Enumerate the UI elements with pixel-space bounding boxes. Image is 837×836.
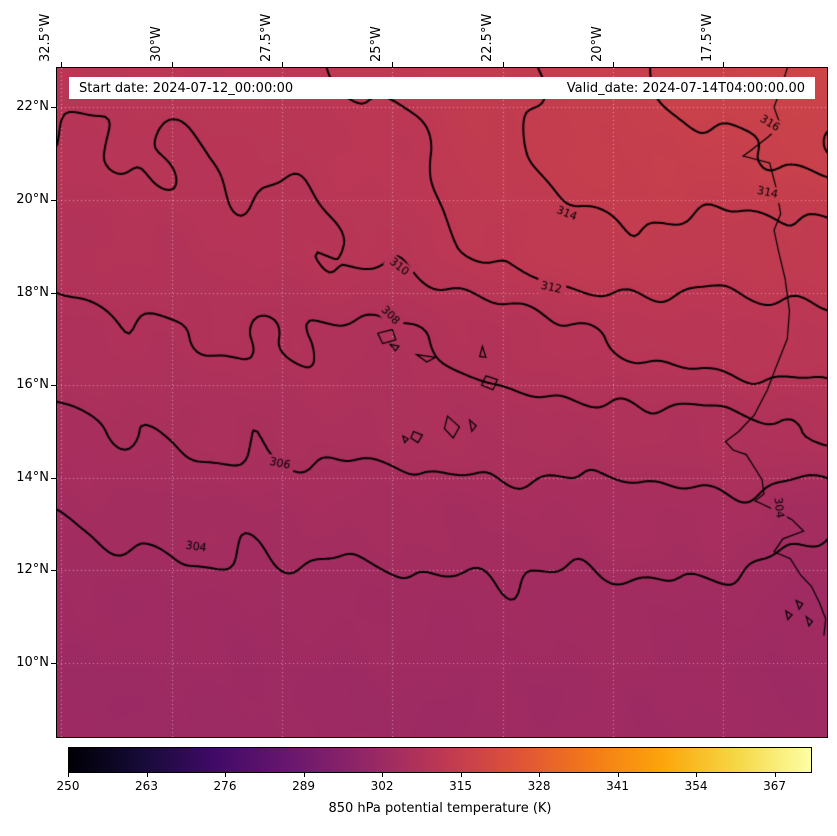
colorbar-tick-label: 341 — [606, 779, 629, 793]
lon-tick-mark — [502, 62, 504, 68]
colorbar-tick-label: 367 — [763, 779, 786, 793]
lon-tick-mark — [612, 62, 614, 68]
lon-tick-label: 25°W — [369, 26, 385, 62]
lon-tick-label: 22.5°W — [479, 13, 495, 62]
lat-tick-mark — [51, 199, 57, 201]
lon-tick-label: 30°W — [148, 26, 164, 62]
lat-tick-label: 22°N — [16, 99, 49, 115]
valid-date-text: Valid_date: 2024-07-14T04:00:00.00 — [566, 80, 805, 96]
lon-tick-mark — [723, 62, 725, 68]
colorbar-tick-mark — [774, 773, 776, 777]
lat-tick-mark — [51, 662, 57, 664]
map-plot-area: Start date: 2024-07-12_00:00:00 Valid_da… — [56, 67, 828, 738]
colorbar — [68, 747, 812, 773]
colorbar-tick-label: 354 — [684, 779, 708, 793]
lat-tick-label: 14°N — [16, 469, 49, 485]
lat-tick-mark — [51, 292, 57, 294]
lat-tick-label: 10°N — [16, 654, 49, 670]
lat-tick-label: 20°N — [16, 191, 49, 207]
colorbar-tick-mark — [539, 773, 541, 777]
lat-tick-mark — [51, 570, 57, 572]
lat-tick-label: 12°N — [16, 562, 49, 578]
colorbar-tick-label: 315 — [449, 779, 472, 793]
start-date-text: Start date: 2024-07-12_00:00:00 — [79, 80, 294, 96]
colorbar-tick-mark — [696, 773, 698, 777]
colorbar-tick-label: 263 — [135, 779, 158, 793]
colorbar-label: 850 hPa potential temperature (K) — [328, 801, 552, 816]
colorbar-tick-mark — [68, 773, 69, 777]
colorbar-tick-mark — [460, 773, 462, 777]
colorbar-tick-label: 289 — [292, 779, 315, 793]
lat-tick-mark — [51, 385, 57, 387]
lon-tick-mark — [171, 62, 173, 68]
colorbar-tick-label: 302 — [370, 779, 394, 793]
lon-tick-label: 32.5°W — [38, 13, 54, 62]
lon-tick-label: 17.5°W — [700, 13, 716, 62]
lon-tick-mark — [61, 62, 63, 68]
temperature-heatmap-canvas — [57, 68, 827, 737]
lon-tick-label: 20°W — [589, 26, 605, 62]
lat-tick-mark — [51, 477, 57, 479]
lat-tick-label: 16°N — [16, 377, 49, 393]
lon-tick-mark — [282, 62, 284, 68]
colorbar-tick-mark — [382, 773, 384, 777]
lat-tick-mark — [51, 107, 57, 109]
colorbar-tick-label: 250 — [56, 779, 80, 793]
lat-tick-label: 18°N — [16, 284, 49, 300]
colorbar-tick-label: 328 — [527, 779, 551, 793]
colorbar-tick-label: 276 — [213, 779, 237, 793]
colorbar-tick-mark — [303, 773, 305, 777]
colorbar-tick-mark — [617, 773, 619, 777]
date-banner: Start date: 2024-07-12_00:00:00 Valid_da… — [69, 77, 815, 99]
lon-tick-mark — [392, 62, 394, 68]
colorbar-tick-mark — [225, 773, 226, 777]
colorbar-tick-mark — [146, 773, 148, 777]
lon-tick-label: 27.5°W — [259, 13, 275, 62]
